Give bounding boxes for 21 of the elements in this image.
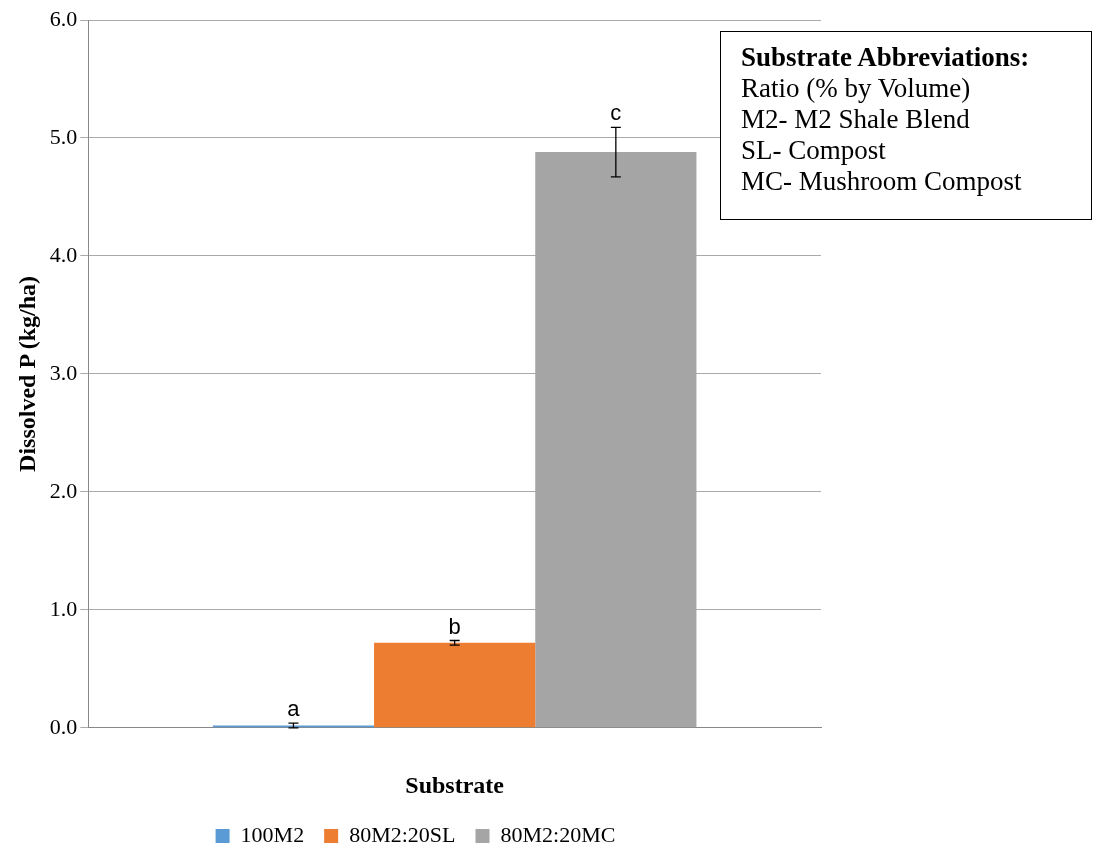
annotation: a — [287, 696, 301, 722]
y-tick-label: 6.0 — [49, 5, 78, 31]
annotation: SL- Compost — [741, 135, 887, 166]
annotation: Ratio (% by Volume) — [741, 73, 972, 104]
bar — [374, 642, 536, 728]
y-tick-label: 2.0 — [49, 477, 78, 503]
y-tick-label: 0.0 — [49, 713, 78, 739]
y-tick-label: 4.0 — [49, 241, 78, 267]
annotation: MC- Mushroom Compost — [741, 166, 1023, 197]
annotation: b — [448, 613, 461, 639]
y-tick-label: 1.0 — [49, 595, 78, 621]
y-tick-label: 3.0 — [49, 359, 78, 385]
y-tick-label: 5.0 — [49, 123, 78, 149]
annotation: M2- M2 Shale Blend — [741, 104, 971, 135]
legend-label: 100M2 — [240, 821, 305, 847]
legend-label: 80M2:20SL — [349, 821, 456, 847]
y-axis-title: Dissolved P (kg/ha) — [13, 275, 40, 472]
annotation: c — [610, 100, 622, 126]
x-axis-title: Substrate — [405, 771, 505, 798]
annotation: Substrate Abbreviations: — [741, 42, 1031, 73]
legend-label: 80M2:20MC — [500, 821, 616, 847]
